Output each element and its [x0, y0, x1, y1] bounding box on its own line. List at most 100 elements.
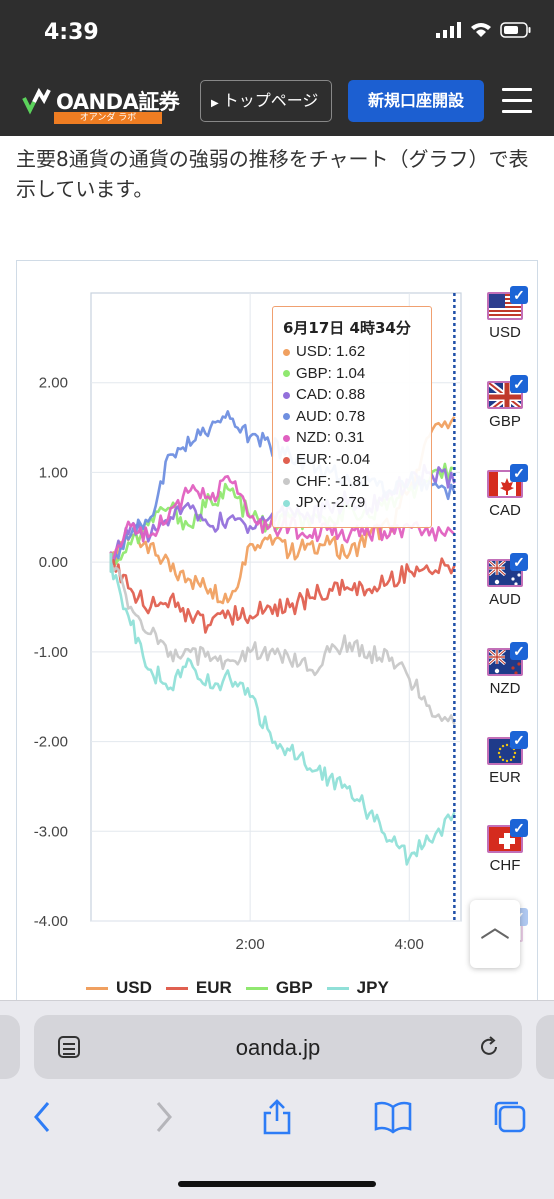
address-bar[interactable]: oanda.jp	[34, 1015, 522, 1079]
tooltip-row: JPY: -2.79	[283, 492, 421, 514]
tooltip-row-label: JPY: -2.79	[296, 494, 366, 512]
currency-code: AUD	[489, 590, 521, 608]
share-icon[interactable]	[257, 1097, 297, 1137]
site-header: OANDA証券 オアンダ ラボ ▶ トップページ 新規口座開設	[0, 64, 554, 136]
tabs-icon[interactable]	[490, 1097, 530, 1137]
tooltip-title: 6月17日 4時34分	[283, 319, 411, 337]
currency-toggle-eur[interactable]: ✓ EUR	[480, 730, 530, 786]
y-tick-label: 1.00	[39, 464, 68, 481]
top-page-button[interactable]: ▶ トップページ	[200, 80, 332, 122]
logo-subtitle: オアンダ ラボ	[54, 112, 162, 124]
url-text: oanda.jp	[235, 1035, 321, 1060]
checkbox-checked-icon[interactable]: ✓	[510, 374, 528, 393]
series-dot-icon	[283, 456, 290, 464]
series-dot-icon	[283, 413, 290, 421]
legend-item[interactable]: USD	[86, 978, 152, 998]
currency-toggle-usd[interactable]: ✓ USD	[480, 286, 530, 341]
currency-code: GBP	[489, 412, 521, 430]
currency-code: NZD	[489, 679, 521, 697]
tooltip-row: CAD: 0.88	[283, 384, 421, 406]
chart-tooltip: 6月17日 4時34分 USD: 1.62 GBP: 1.04 CAD: 0.88 A…	[272, 306, 432, 528]
series-line-jpy	[109, 552, 456, 866]
legend-line-icon	[245, 986, 268, 990]
scroll-to-top-button[interactable]: ︿	[470, 900, 520, 968]
checkbox-checked-icon[interactable]: ✓	[510, 641, 528, 660]
browser-toolbar: oanda.jp	[0, 1000, 554, 1199]
y-tick-label: -3.00	[34, 823, 68, 840]
previous-tab-preview[interactable]	[0, 1015, 20, 1079]
wifi-icon	[471, 23, 491, 37]
flag-frame	[487, 380, 523, 409]
legend-item[interactable]: EUR	[165, 978, 232, 998]
back-icon[interactable]	[24, 1097, 64, 1137]
oanda-logo-icon	[22, 87, 51, 115]
tooltip-row: CHF: -1.81	[283, 471, 421, 493]
currency-toggle-gbp[interactable]: ✓ GBP	[480, 374, 530, 430]
tooltip-row-label: NZD: 0.31	[296, 429, 365, 447]
legend-line-icon	[165, 986, 188, 990]
checkbox-checked-icon[interactable]: ✓	[510, 819, 528, 838]
uk-flag-icon	[489, 382, 521, 407]
status-bar: 4:39	[0, 0, 554, 64]
tooltip-row-label: CHF: -1.81	[296, 472, 370, 490]
reload-icon[interactable]	[476, 1034, 502, 1060]
new-zealand-flag-icon	[489, 649, 521, 674]
legend-label: JPY	[356, 978, 389, 997]
bookmarks-icon[interactable]	[373, 1097, 413, 1137]
currency-toggle-nzd[interactable]: ✓ NZD	[480, 641, 530, 697]
tooltip-row: GBP: 1.04	[283, 363, 421, 385]
currency-code: USD	[489, 324, 521, 341]
y-tick-label: -2.00	[34, 734, 68, 751]
legend-line-icon	[86, 986, 108, 990]
tooltip-row: AUD: 0.78	[283, 406, 421, 428]
legend-line-icon	[326, 986, 349, 990]
series-line-chf	[109, 552, 456, 725]
triangle-right-icon: ▶	[211, 98, 219, 109]
y-tick-label: 0.00	[39, 554, 68, 571]
signal-icon	[436, 22, 461, 38]
y-tick-label: -1.00	[34, 644, 68, 661]
series-dot-icon	[283, 434, 290, 442]
currency-code: EUR	[489, 768, 521, 786]
series-line-eur	[109, 552, 456, 634]
forward-icon[interactable]	[142, 1097, 182, 1137]
checkbox-checked-icon[interactable]: ✓	[510, 730, 528, 749]
flag-frame	[487, 647, 523, 676]
checkbox-checked-icon[interactable]: ✓	[510, 286, 528, 304]
legend-item[interactable]: JPY	[326, 978, 389, 998]
tooltip-row-label: GBP: 1.04	[296, 364, 366, 382]
chart-legend: USD EUR GBP JPY	[86, 978, 389, 998]
intro-text: 主要8通貨の通貨の強弱の推移をチャート（グラフ）で表示しています。	[16, 147, 529, 201]
battery-icon	[500, 22, 531, 38]
series-dot-icon	[283, 370, 290, 378]
reader-mode-icon[interactable]	[56, 1034, 82, 1060]
legend-label: GBP	[275, 978, 313, 997]
currency-toggle-cad[interactable]: ✓ CAD	[480, 463, 530, 519]
x-tick-label: 2:00	[236, 936, 265, 953]
currency-strength-chart[interactable]: 2.00 1.00 0.00 -1.00 -2.00 -3.00 -4.00 2:00 4:00	[0, 0, 554, 1000]
x-tick-label: 4:00	[395, 936, 424, 953]
y-tick-label: -4.00	[34, 913, 68, 930]
top-page-label: トップページ	[222, 91, 319, 110]
legend-item[interactable]: GBP	[245, 978, 313, 998]
currency-toggle-chf[interactable]: ✓ CHF	[480, 819, 530, 875]
status-time: 4:39	[44, 20, 99, 45]
next-tab-preview[interactable]	[536, 1015, 554, 1079]
flag-frame	[487, 469, 523, 498]
open-account-button[interactable]: 新規口座開設	[348, 80, 484, 122]
series-dot-icon	[283, 348, 290, 356]
currency-code: CHF	[489, 857, 521, 875]
series-dot-icon	[283, 478, 290, 486]
menu-icon[interactable]	[502, 88, 532, 114]
chevron-up-icon: ︿	[480, 911, 510, 944]
tooltip-row: EUR: -0.04	[283, 449, 421, 471]
tooltip-row-label: USD: 1.62	[296, 343, 366, 360]
tooltip-row: NZD: 0.31	[283, 427, 421, 449]
checkbox-checked-icon[interactable]: ✓	[510, 552, 528, 571]
series-dot-icon	[283, 391, 290, 399]
flag-frame	[487, 292, 523, 320]
y-tick-label: 2.00	[39, 375, 68, 392]
currency-toggle-aud[interactable]: ✓ AUD	[480, 552, 530, 608]
status-icons	[436, 22, 532, 38]
checkbox-checked-icon[interactable]: ✓	[510, 463, 528, 482]
